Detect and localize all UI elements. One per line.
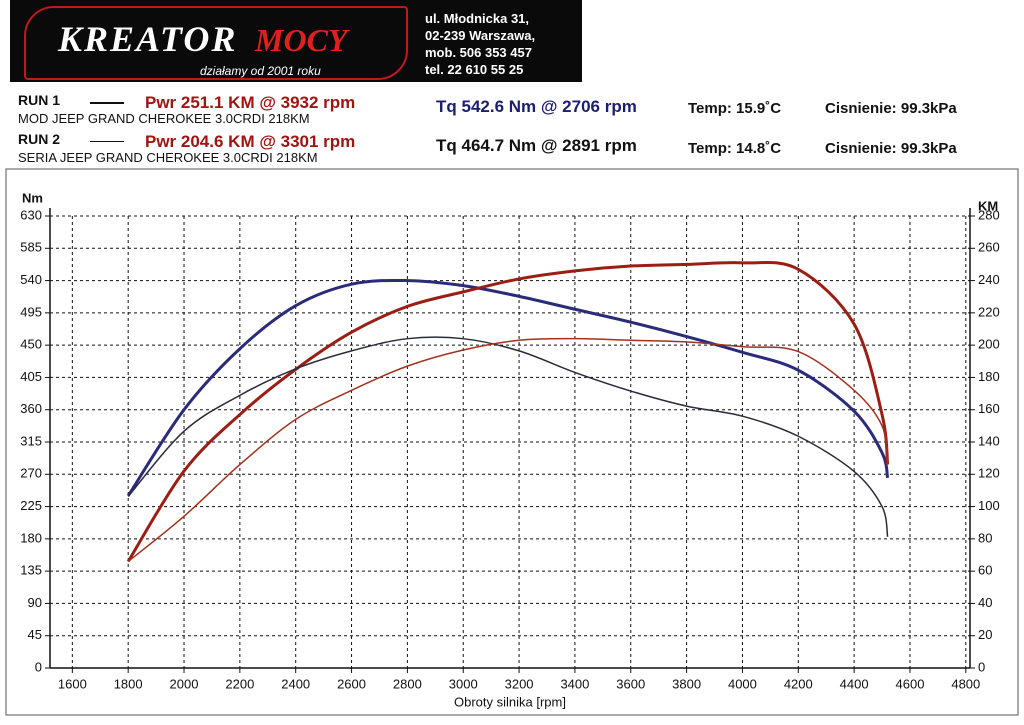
address-line: mob. 506 353 457: [425, 45, 532, 60]
y2-tick-label: 280: [978, 207, 1000, 222]
address-line: 02-239 Warszawa,: [425, 28, 536, 43]
x-tick-label: 1800: [114, 676, 143, 691]
chart: Nm KM Obroty silnika [rpm] 1600 1800 2000 2…: [5, 168, 1019, 716]
y-tick-label: 90: [28, 595, 42, 610]
curve: [127, 337, 889, 563]
x-tick-label: 2200: [225, 676, 254, 691]
temperature: Temp: 14.8˚C: [688, 140, 782, 157]
y-tick-label: 360: [20, 401, 42, 416]
y-tick-label: 135: [20, 563, 42, 578]
y2-tick-label: 80: [978, 530, 992, 545]
y2-tick-label: 240: [978, 272, 1000, 287]
logo-accent: MOCY: [255, 22, 348, 58]
x-tick-label: 3200: [505, 676, 534, 691]
slogan: działamy od 2001 roku: [200, 64, 321, 78]
run-label: RUN 1: [18, 92, 61, 108]
y-tick-label: 630: [20, 207, 42, 222]
y-tick-label: 0: [35, 659, 42, 674]
y-tick-label: 270: [20, 466, 42, 481]
y2-tick-label: 220: [978, 304, 1000, 319]
x-tick-label: 3000: [449, 676, 478, 691]
y-tick-label: 225: [20, 498, 42, 513]
y2-tick-label: 260: [978, 240, 1000, 255]
pressure: Cisnienie: 99.3kPa: [825, 140, 957, 157]
x-tick-label: 2600: [337, 676, 366, 691]
y2-tick-label: 0: [978, 659, 985, 674]
y2-tick-label: 120: [978, 466, 1000, 481]
pressure: Cisnienie: 99.3kPa: [825, 100, 957, 117]
x-tick-label: 2000: [170, 676, 199, 691]
x-tick-label: 3800: [672, 676, 701, 691]
x-tick-label: 4400: [840, 676, 869, 691]
x-tick-label: 3600: [616, 676, 645, 691]
y-tick-label: 180: [20, 530, 42, 545]
y-tick-label: 450: [20, 337, 42, 352]
y-tick-label: 585: [20, 240, 42, 255]
run-description: MOD JEEP GRAND CHEROKEE 3.0CRDI 218KM: [18, 111, 310, 126]
temperature: Temp: 15.9˚C: [688, 100, 782, 117]
y2-tick-label: 40: [978, 595, 992, 610]
torque-peak: Tq 464.7 Nm @ 2891 rpm: [436, 136, 637, 155]
y-tick-label: 315: [20, 433, 42, 448]
x-tick-label: 2400: [281, 676, 310, 691]
x-tick-label: 4600: [896, 676, 925, 691]
logo-text: KREATOR: [58, 19, 238, 59]
address-line: ul. Młodnicka 31,: [425, 11, 530, 26]
chart-frame: [5, 168, 1019, 716]
x-tick-label: 3400: [560, 676, 589, 691]
y2-tick-label: 100: [978, 498, 1000, 513]
logo-banner: KREATOR MOCY działamy od 2001 roku ul. M…: [10, 0, 582, 82]
x-tick-label: 2800: [393, 676, 422, 691]
y2-tick-label: 180: [978, 369, 1000, 384]
line-sample: [90, 102, 124, 104]
curve: [127, 336, 889, 537]
y2-tick-label: 140: [978, 433, 1000, 448]
y2-tick-label: 60: [978, 563, 992, 578]
address-line: tel. 22 610 55 25: [425, 62, 524, 77]
power-peak: Pwr 251.1 KM @ 3932 rpm: [145, 93, 356, 112]
x-tick-label: 4800: [951, 676, 980, 691]
y2-tick-label: 160: [978, 401, 1000, 416]
x-tick-label: 4200: [784, 676, 813, 691]
line-sample: [90, 141, 124, 142]
address: ul. Młodnicka 31, 02-239 Warszawa, mob. …: [425, 10, 535, 78]
run-description: SERIA JEEP GRAND CHEROKEE 3.0CRDI 218KM: [18, 150, 318, 165]
logo-frame: [24, 6, 408, 80]
y-tick-label: 540: [20, 272, 42, 287]
power-peak: Pwr 204.6 KM @ 3301 rpm: [145, 132, 356, 151]
y2-axis-label: KM: [978, 198, 998, 213]
y-tick-label: 405: [20, 369, 42, 384]
y2-tick-label: 20: [978, 627, 992, 642]
x-tick-label: 1600: [58, 676, 87, 691]
curve: [126, 278, 890, 497]
run-label: RUN 2: [18, 131, 61, 147]
y-axis-label: Nm: [22, 190, 43, 205]
x-tick-label: 4000: [728, 676, 757, 691]
y-tick-label: 45: [28, 627, 42, 642]
x-axis-label: Obroty silnika [rpm]: [454, 694, 566, 709]
curve: [126, 261, 890, 563]
y2-tick-label: 200: [978, 337, 1000, 352]
torque-peak: Tq 542.6 Nm @ 2706 rpm: [436, 97, 637, 116]
y-tick-label: 495: [20, 304, 42, 319]
